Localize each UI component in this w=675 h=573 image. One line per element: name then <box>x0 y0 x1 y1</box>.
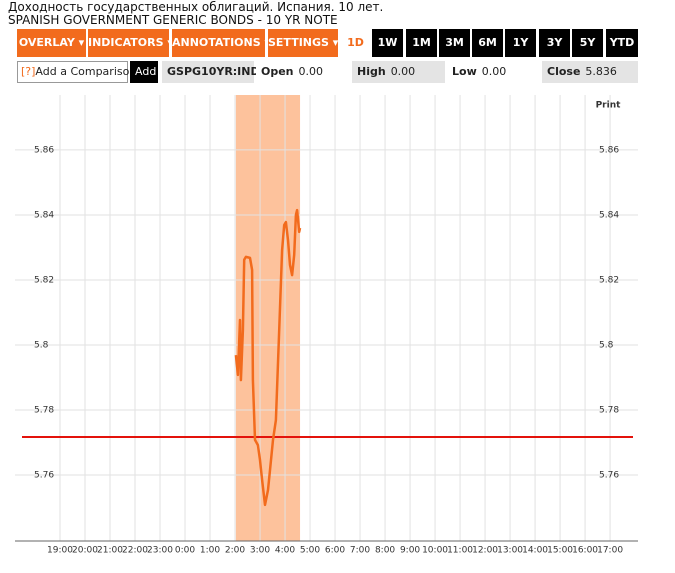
x-tick-label: 4:00 <box>275 546 295 556</box>
x-tick-label: 13:00 <box>497 546 523 556</box>
y-tick-label-right: 5.82 <box>599 275 619 285</box>
y-tick-label-right: 5.78 <box>599 405 619 415</box>
timeframe-button[interactable]: 1W <box>372 29 403 57</box>
stat-value: 5.836 <box>585 65 617 78</box>
help-icon[interactable]: [?] <box>21 65 36 78</box>
stat-value: 0.00 <box>298 65 324 78</box>
menu-button[interactable]: SETTINGS ▾ <box>268 29 338 57</box>
x-tick-label: 5:00 <box>300 546 320 556</box>
x-tick-label: 14:00 <box>522 546 548 556</box>
stat-label: Low <box>452 65 477 78</box>
timeframe-button[interactable]: 3Y <box>539 29 570 57</box>
stat-open: Open 0.00 <box>256 61 350 83</box>
x-tick-label: 16:00 <box>572 546 598 556</box>
timeframe-button[interactable]: 3M <box>439 29 470 57</box>
x-tick-label: 11:00 <box>447 546 473 556</box>
timeframe-button[interactable]: 1Y <box>505 29 536 57</box>
stat-close: Close 5.836 <box>542 61 638 83</box>
comparison-input[interactable]: [?]Add a Comparison <box>17 61 136 83</box>
menu-button[interactable]: ANNOTATIONS ▾ <box>172 29 270 57</box>
stat-value: 0.00 <box>481 65 507 78</box>
menu-button[interactable]: OVERLAY ▾ <box>17 29 86 57</box>
stat-label: High <box>357 65 386 78</box>
timeframe-button[interactable]: 6M <box>472 29 503 57</box>
x-tick-label: 12:00 <box>472 546 498 556</box>
x-tick-label: 23:00 <box>147 546 173 556</box>
timeframe-button[interactable]: 1M <box>406 29 437 57</box>
x-tick-label: 2:00 <box>225 546 245 556</box>
stat-low: Low 0.00 <box>447 61 540 83</box>
timeframe-button[interactable]: YTD <box>606 29 638 57</box>
y-tick-label: 5.76 <box>34 471 54 481</box>
x-tick-label: 10:00 <box>422 546 448 556</box>
x-tick-label: 17:00 <box>597 546 623 556</box>
x-tick-label: 3:00 <box>250 546 270 556</box>
x-tick-label: 20:00 <box>72 546 98 556</box>
y-tick-label: 5.78 <box>34 405 54 415</box>
x-tick-label: 0:00 <box>175 546 195 556</box>
stat-high: High 0.00 <box>352 61 445 83</box>
add-button[interactable]: Add <box>130 61 158 83</box>
timeframe-button[interactable]: 5Y <box>572 29 603 57</box>
x-tick-label: 7:00 <box>350 546 370 556</box>
x-tick-label: 9:00 <box>400 546 420 556</box>
menu-button[interactable]: INDICATORS ▾ <box>88 29 173 57</box>
x-tick-label: 6:00 <box>325 546 345 556</box>
x-tick-label: 22:00 <box>122 546 148 556</box>
timeframe-button[interactable]: 1D <box>340 29 371 57</box>
x-tick-label: 15:00 <box>547 546 573 556</box>
y-tick-label-right: 5.84 <box>599 210 619 220</box>
price-line <box>234 208 302 507</box>
x-tick-label: 19:00 <box>47 546 73 556</box>
x-tick-label: 21:00 <box>97 546 123 556</box>
session-shading <box>235 95 301 541</box>
y-tick-label: 5.82 <box>34 275 54 285</box>
chart-title: Доходность государственных облигаций. Ис… <box>8 0 384 14</box>
y-tick-label: 5.86 <box>34 145 54 155</box>
y-tick-label: 5.8 <box>34 340 49 350</box>
comparison-placeholder: Add a Comparison <box>35 65 137 78</box>
chart-subtitle: SPANISH GOVERNMENT GENERIC BONDS - 10 YR… <box>8 13 338 27</box>
x-tick-label: 1:00 <box>200 546 220 556</box>
print-button[interactable]: Print <box>596 101 622 111</box>
y-tick-label-right: 5.86 <box>599 145 619 155</box>
y-tick-label-right: 5.8 <box>599 340 614 350</box>
stat-label: Close <box>547 65 581 78</box>
y-tick-label: 5.84 <box>34 210 54 220</box>
stat-value: 0.00 <box>390 65 416 78</box>
stat-label: Open <box>261 65 294 78</box>
y-tick-label-right: 5.76 <box>599 471 619 481</box>
x-tick-label: 8:00 <box>375 546 395 556</box>
ticker: GSPG10YR:IND <box>162 61 260 83</box>
